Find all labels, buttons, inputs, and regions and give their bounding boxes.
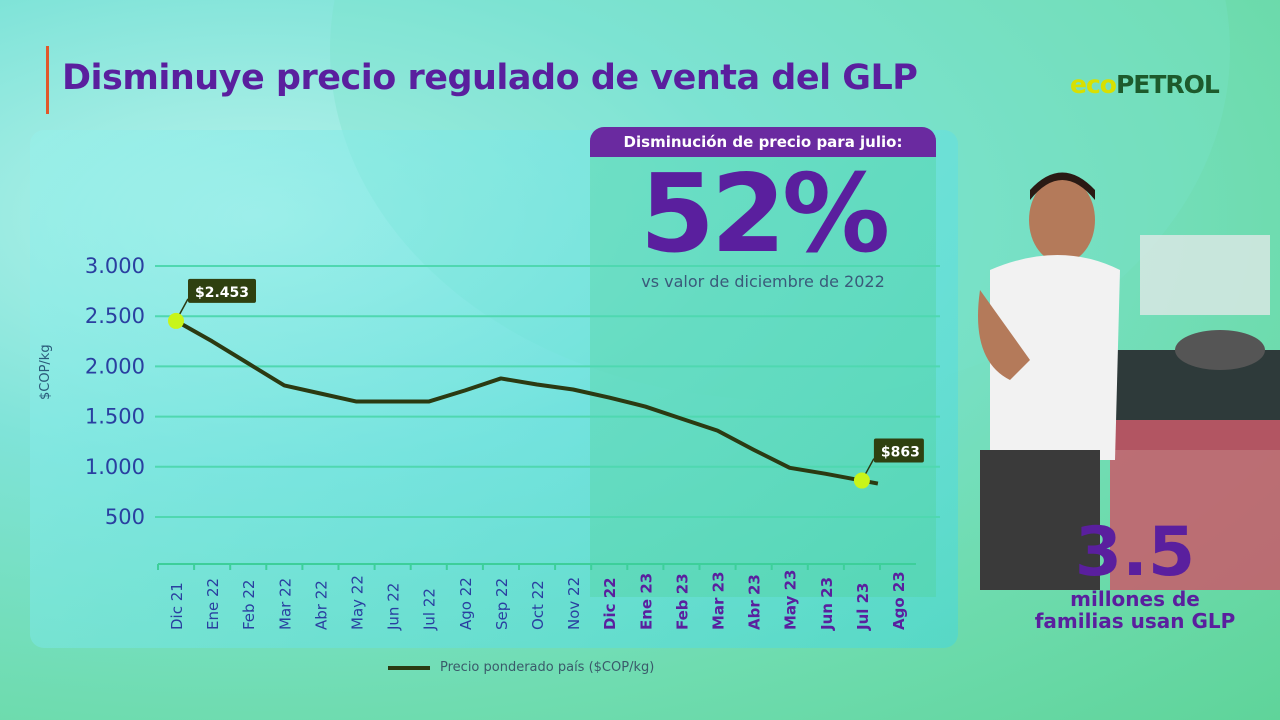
y-tick-label: 500: [105, 505, 145, 529]
x-tick-label: Feb 23: [673, 573, 691, 630]
x-tick-label: Feb 22: [240, 580, 258, 630]
chart-panel: [30, 130, 958, 648]
series-line: [175, 319, 879, 486]
x-tick-label: Jun 23: [818, 577, 836, 631]
woman-photo: [978, 172, 1280, 590]
x-tick-label: Jun 22: [385, 583, 403, 631]
annotation-box: [873, 438, 924, 463]
x-tick-label: Mar 23: [710, 571, 728, 630]
x-tick-label: Ago 23: [890, 571, 908, 630]
families-label-2: familias usan GLP: [1034, 609, 1236, 633]
callout-sub: vs valor de diciembre de 2022: [641, 272, 885, 291]
x-tick-label: Ago 22: [457, 577, 475, 630]
x-tick-label: Dic 21: [168, 582, 186, 630]
highlight-marker: [853, 472, 870, 489]
x-tick-label: May 23: [782, 570, 800, 630]
annotation-label: $2.453: [195, 285, 249, 301]
legend-label: Precio ponderado país ($COP/kg): [440, 660, 655, 675]
x-tick-label: Abr 23: [746, 574, 764, 630]
y-tick-label: 2.000: [85, 354, 145, 378]
y-tick-label: 1.500: [85, 405, 145, 429]
callout-header: Disminución de precio para julio:: [590, 127, 936, 157]
x-tick-label: Abr 22: [312, 580, 330, 630]
x-tick-label: Dic 22: [601, 577, 619, 630]
page-title: Disminuye precio regulado de venta del G…: [62, 58, 918, 98]
x-tick-label: May 22: [349, 575, 367, 630]
callout-box: [590, 127, 936, 597]
x-tick-label: Sep 22: [493, 578, 511, 630]
x-tick-label: Oct 22: [529, 580, 547, 630]
ecopetrol-logo: ecoPETROL: [1070, 70, 1220, 99]
y-tick-label: 2.500: [85, 304, 145, 328]
families-label-1: millones de: [1070, 587, 1200, 611]
callout-value: 52%: [639, 152, 891, 277]
x-tick-label: Mar 22: [276, 578, 294, 630]
legend-swatch: [388, 665, 430, 670]
annotation-label: $863: [881, 445, 920, 461]
y-tick-label: 3.000: [85, 254, 145, 278]
x-tick-label: Ene 23: [637, 573, 655, 630]
highlight-marker: [168, 312, 184, 329]
families-count: 3.5: [1074, 513, 1196, 592]
y-tick-label: 1.000: [85, 455, 145, 479]
annotation-box: [188, 278, 256, 303]
x-tick-label: Ene 22: [204, 578, 222, 630]
legend: Precio ponderado país ($COP/kg): [388, 660, 654, 675]
title-accent: [46, 46, 49, 114]
x-tick-label: Jul 22: [421, 588, 439, 631]
x-tick-label: Jul 23: [854, 583, 872, 632]
x-tick-label: Nov 22: [565, 577, 583, 630]
families-label: millones de familias usan GLP: [1000, 588, 1270, 632]
